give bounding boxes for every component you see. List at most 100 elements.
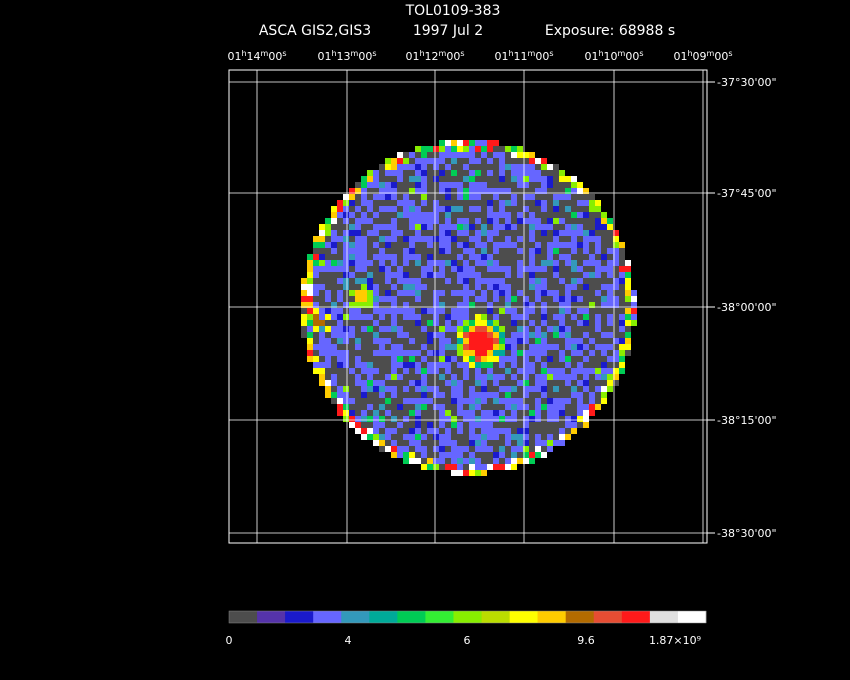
pixel	[493, 386, 499, 392]
pixel	[445, 164, 451, 170]
pixel	[487, 440, 493, 446]
pixel	[469, 140, 475, 146]
pixel	[481, 152, 487, 158]
pixel	[439, 290, 445, 296]
pixel	[307, 260, 313, 266]
pixel	[487, 368, 493, 374]
pixel	[373, 176, 379, 182]
pixel	[625, 290, 631, 296]
pixel	[313, 320, 319, 326]
pixel	[457, 470, 463, 476]
pixel	[529, 446, 535, 452]
pixel	[343, 290, 349, 296]
pixel	[625, 302, 631, 308]
pixel	[409, 284, 415, 290]
pixel	[457, 398, 463, 404]
pixel	[373, 296, 379, 302]
pixel	[625, 278, 631, 284]
pixel	[403, 386, 409, 392]
pixel	[421, 398, 427, 404]
pixel	[451, 266, 457, 272]
pixel	[469, 344, 475, 350]
pixel	[613, 278, 619, 284]
pixel	[601, 278, 607, 284]
pixel	[511, 260, 517, 266]
pixel	[601, 362, 607, 368]
pixel	[457, 446, 463, 452]
pixel	[529, 440, 535, 446]
pixel	[433, 368, 439, 374]
pixel	[493, 152, 499, 158]
pixel	[451, 404, 457, 410]
pixel	[583, 350, 589, 356]
pixel	[379, 266, 385, 272]
pixel	[301, 314, 307, 320]
pixel	[613, 338, 619, 344]
pixel	[517, 320, 523, 326]
pixel	[481, 266, 487, 272]
pixel	[541, 428, 547, 434]
pixel	[505, 200, 511, 206]
pixel	[535, 350, 541, 356]
pixel	[625, 308, 631, 314]
pixel	[337, 278, 343, 284]
pixel	[427, 302, 433, 308]
pixel	[355, 314, 361, 320]
pixel	[457, 290, 463, 296]
pixel	[553, 410, 559, 416]
pixel	[361, 296, 367, 302]
pixel	[391, 314, 397, 320]
pixel	[385, 200, 391, 206]
pixel	[463, 278, 469, 284]
pixel	[421, 194, 427, 200]
pixel	[397, 374, 403, 380]
pixel	[325, 224, 331, 230]
pixel	[523, 440, 529, 446]
pixel	[415, 290, 421, 296]
pixel	[415, 212, 421, 218]
pixel	[487, 284, 493, 290]
pixel	[607, 272, 613, 278]
pixel	[367, 314, 373, 320]
pixel	[451, 356, 457, 362]
pixel	[529, 272, 535, 278]
pixel	[403, 170, 409, 176]
pixel	[625, 332, 631, 338]
pixel	[517, 380, 523, 386]
pixel	[463, 440, 469, 446]
pixel	[415, 170, 421, 176]
pixel	[355, 374, 361, 380]
pixel	[511, 458, 517, 464]
pixel	[427, 224, 433, 230]
pixel	[403, 416, 409, 422]
pixel	[325, 314, 331, 320]
pixel	[475, 182, 481, 188]
pixel	[571, 230, 577, 236]
pixel	[301, 326, 307, 332]
pixel	[595, 218, 601, 224]
pixel	[397, 248, 403, 254]
pixel	[535, 254, 541, 260]
pixel	[535, 272, 541, 278]
pixel	[349, 194, 355, 200]
pixel	[409, 230, 415, 236]
pixel	[451, 434, 457, 440]
pixel	[427, 410, 433, 416]
pixel	[391, 176, 397, 182]
pixel	[565, 398, 571, 404]
pixel	[529, 344, 535, 350]
pixel	[463, 470, 469, 476]
pixel	[325, 362, 331, 368]
pixel	[577, 188, 583, 194]
pixel	[469, 356, 475, 362]
pixel	[325, 392, 331, 398]
pixel	[421, 146, 427, 152]
pixel	[511, 272, 517, 278]
pixel	[415, 320, 421, 326]
pixel	[541, 296, 547, 302]
pixel	[553, 260, 559, 266]
pixel	[529, 404, 535, 410]
pixel	[421, 416, 427, 422]
pixel	[319, 302, 325, 308]
pixel	[373, 326, 379, 332]
